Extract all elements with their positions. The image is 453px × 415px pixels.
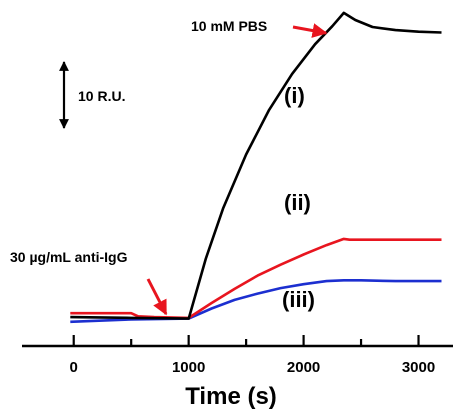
annotation-anti-igg: 30 µg/mL anti-IgG [10,249,128,265]
pbs-arrow [292,23,328,38]
scale-bar-label: 10 R.U. [78,88,125,104]
series-label-i: (i) [284,83,305,108]
x-tick-label: 3000 [402,359,435,376]
scale-bar: 10 R.U. [59,61,125,129]
x-tick-label: 1000 [172,359,205,376]
series-label-ii: (ii) [284,190,311,215]
series-line-1 [70,11,442,320]
x-tick-label: 2000 [287,359,320,376]
series-line-3 [70,278,442,324]
x-axis-ticks: 0 1000 2000 3000 [70,335,435,376]
anti-igg-arrow [146,278,168,316]
x-axis-title: Time (s) [185,383,277,410]
series-line-2 [70,237,442,320]
series-layer [70,11,442,324]
x-tick-label: 0 [70,359,78,376]
annotation-pbs: 10 mM PBS [191,18,267,34]
series-label-iii: (iii) [282,287,315,312]
